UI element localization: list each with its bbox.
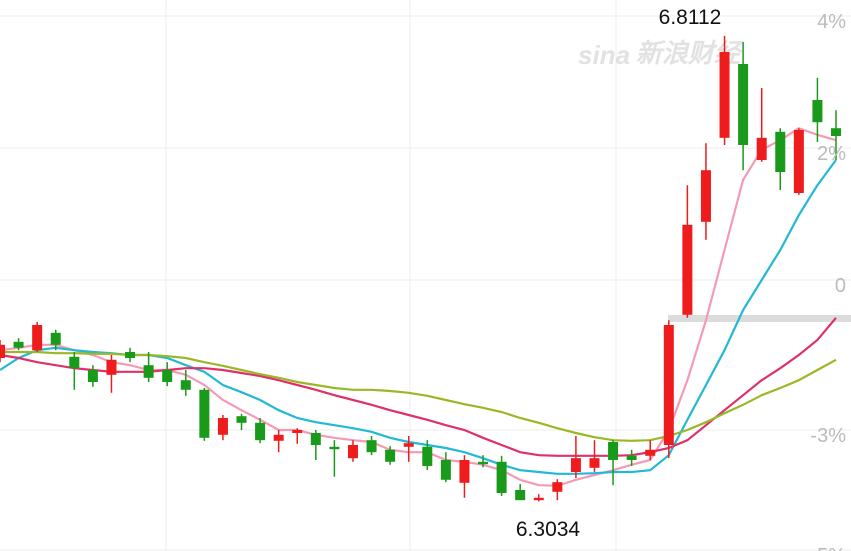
low-annotation: 6.3034 — [516, 518, 581, 541]
candle-body — [199, 389, 210, 438]
high-annotation: 6.8112 — [659, 6, 722, 29]
candle-body — [106, 359, 117, 375]
candle-body — [87, 369, 98, 382]
candle-body — [533, 497, 544, 501]
candle-body — [478, 461, 489, 465]
candle-body — [719, 52, 730, 138]
candle-body — [310, 432, 321, 445]
candle-body — [273, 434, 284, 441]
candle-body — [0, 344, 5, 358]
candle-body — [756, 137, 767, 161]
candle-body — [663, 324, 674, 445]
candle-body — [50, 332, 61, 345]
candle-body — [738, 64, 749, 146]
candles — [0, 35, 841, 502]
candle-body — [217, 417, 228, 435]
watermark-logo: sina — [578, 40, 630, 70]
candle-body — [793, 130, 804, 194]
y-tick-label: -5% — [810, 545, 846, 551]
candle-body — [13, 341, 24, 348]
candle-body — [403, 443, 414, 447]
ma-lines — [0, 126, 837, 487]
candle-body — [69, 356, 80, 369]
candle-body — [626, 455, 637, 460]
candle-body — [440, 459, 451, 480]
ma-line — [0, 126, 837, 487]
y-tick-label: 2% — [817, 143, 846, 165]
ma-line — [0, 317, 837, 457]
candle-body — [32, 324, 43, 351]
candle-body — [255, 422, 266, 441]
candle-body — [162, 369, 173, 382]
candle-body — [812, 100, 823, 123]
candle-body — [236, 416, 247, 423]
candle-body — [385, 449, 396, 462]
candle-body — [570, 458, 581, 472]
y-tick-label: 0 — [835, 275, 846, 297]
candle-body — [496, 461, 507, 493]
candle-body — [292, 429, 303, 433]
candle-body — [589, 458, 600, 468]
labels: 4% 2% 0 -3% -5% — [810, 11, 846, 551]
candle-body — [831, 128, 841, 137]
candle-body — [682, 224, 693, 315]
candle-body — [422, 446, 433, 466]
candle-body — [366, 440, 377, 453]
y-tick-label: 4% — [817, 11, 846, 33]
candle-body — [515, 489, 526, 501]
y-tick-label: -3% — [810, 425, 846, 447]
candle-body — [180, 380, 191, 390]
candle-body — [552, 482, 563, 492]
candle-body — [700, 170, 711, 222]
candle-body — [125, 351, 136, 358]
candle-body — [459, 459, 470, 483]
grid — [0, 15, 851, 551]
candle-body — [329, 446, 340, 450]
candle-body — [347, 444, 358, 459]
reference-band — [668, 315, 851, 322]
candle-body — [775, 131, 786, 173]
candle-body — [645, 449, 656, 456]
ma-line — [0, 350, 837, 442]
candle-body — [608, 441, 619, 460]
candle-body — [143, 365, 154, 378]
